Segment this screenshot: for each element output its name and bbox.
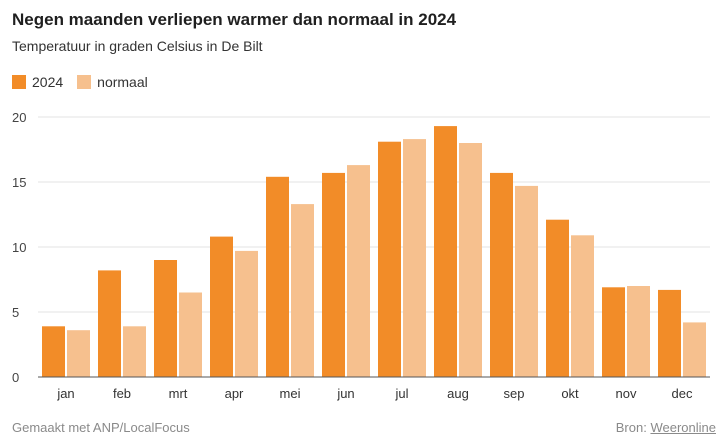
bar-2024-jul[interactable]: [378, 141, 401, 377]
x-tick-label: apr: [225, 386, 244, 401]
bar-normaal-nov[interactable]: [627, 286, 650, 377]
bar-2024-aug[interactable]: [434, 126, 457, 377]
y-tick-label: 20: [12, 110, 26, 125]
bar-normaal-feb[interactable]: [123, 326, 146, 377]
legend-label-normaal: normaal: [97, 74, 148, 90]
bar-2024-jan[interactable]: [42, 326, 65, 377]
bar-normaal-aug[interactable]: [459, 143, 482, 377]
y-tick-label: 15: [12, 175, 26, 190]
bar-normaal-mrt[interactable]: [179, 292, 202, 378]
y-tick-label: 5: [12, 305, 19, 320]
legend-label-2024: 2024: [32, 74, 64, 90]
x-tick-label: jan: [56, 386, 74, 401]
bar-normaal-jun[interactable]: [347, 165, 370, 377]
bar-2024-apr[interactable]: [210, 236, 233, 377]
bar-2024-sep[interactable]: [490, 172, 513, 377]
bar-2024-mrt[interactable]: [154, 260, 177, 377]
bar-2024-mei[interactable]: [266, 176, 289, 377]
bar-normaal-dec[interactable]: [683, 322, 706, 377]
bar-normaal-apr[interactable]: [235, 250, 258, 377]
bar-normaal-okt[interactable]: [571, 235, 594, 377]
x-tick-label: mrt: [169, 386, 188, 401]
x-tick-label: nov: [616, 386, 637, 401]
x-tick-label: jul: [394, 386, 408, 401]
x-tick-label: okt: [561, 386, 579, 401]
credit-text: Gemaakt met ANP/LocalFocus: [12, 420, 190, 435]
bar-chart: 0 5 10 15 20 jan feb mrt apr mei jun jul aug sep okt no…: [12, 110, 710, 401]
source-link[interactable]: Weeronline: [650, 420, 716, 435]
x-tick-label: dec: [672, 386, 693, 401]
bar-2024-nov[interactable]: [602, 287, 625, 377]
y-tick-label: 0: [12, 370, 19, 385]
chart-subtitle: Temperatuur in graden Celsius in De Bilt: [12, 38, 263, 54]
bar-2024-okt[interactable]: [546, 219, 569, 377]
chart-title: Negen maanden verliepen warmer dan norma…: [12, 10, 457, 29]
x-tick-label: sep: [504, 386, 525, 401]
legend-swatch-2024: [12, 75, 26, 89]
legend-item-normaal[interactable]: normaal: [77, 74, 148, 90]
bar-normaal-sep[interactable]: [515, 185, 538, 377]
bar-2024-jun[interactable]: [322, 172, 345, 377]
x-tick-label: feb: [113, 386, 131, 401]
source-text: Bron: Weeronline: [616, 420, 716, 435]
source-prefix: Bron:: [615, 420, 647, 435]
bar-normaal-mei[interactable]: [291, 204, 314, 377]
x-tick-label: jun: [336, 386, 354, 401]
bar-normaal-jul[interactable]: [403, 139, 426, 377]
legend-item-2024[interactable]: 2024: [12, 74, 63, 90]
bar-2024-feb[interactable]: [98, 270, 121, 377]
bar-normaal-jan[interactable]: [67, 330, 90, 377]
bar-2024-dec[interactable]: [658, 289, 681, 377]
legend-swatch-normaal: [77, 75, 92, 89]
x-tick-label: aug: [447, 386, 469, 401]
x-tick-label: mei: [280, 386, 301, 401]
legend: 2024 normaal: [12, 74, 162, 90]
y-tick-label: 10: [12, 240, 26, 255]
